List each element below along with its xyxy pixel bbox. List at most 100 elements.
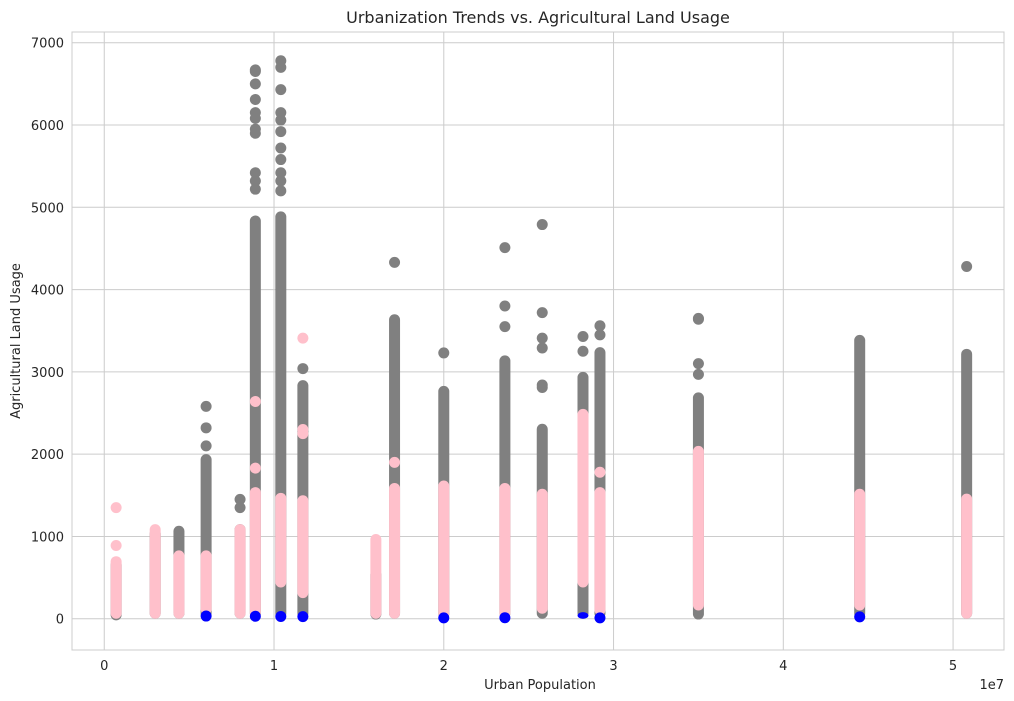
data-point	[249, 123, 261, 135]
data-point	[577, 330, 589, 342]
series-pink	[110, 332, 973, 619]
data-point	[249, 183, 261, 195]
data-point	[594, 320, 606, 332]
data-point	[249, 167, 261, 179]
y-tick-labels: 0 1000 2000 3000 4000 5000 6000 7000	[31, 37, 64, 628]
point-column	[854, 488, 866, 611]
data-point	[536, 342, 548, 354]
x-tick-label: 1	[270, 659, 278, 674]
data-point	[249, 107, 261, 119]
data-point	[275, 185, 287, 197]
data-point	[438, 612, 450, 624]
data-point	[297, 611, 309, 623]
x-tick-labels: 0 1 2 3 4 5	[100, 659, 957, 674]
point-column	[594, 487, 606, 616]
data-point	[275, 107, 287, 119]
data-point	[249, 64, 261, 76]
data-point	[536, 307, 548, 319]
data-point	[249, 93, 261, 105]
y-tick-label: 1000	[31, 530, 64, 545]
data-point	[594, 329, 606, 341]
x-offset-text: 1e7	[979, 678, 1004, 693]
data-point	[275, 154, 287, 166]
x-tick-label: 3	[609, 659, 617, 674]
data-point	[234, 493, 246, 505]
data-point	[692, 312, 704, 324]
x-tick-label: 0	[100, 659, 108, 674]
series-blue	[200, 610, 866, 624]
x-tick-label: 2	[440, 659, 448, 674]
data-point	[594, 466, 606, 478]
data-point	[275, 126, 287, 138]
x-axis-label: Urban Population	[484, 678, 596, 693]
chart-title: Urbanization Trends vs. Agricultural Lan…	[346, 8, 730, 27]
data-point	[275, 84, 287, 96]
point-column	[149, 524, 161, 619]
data-point	[854, 611, 866, 623]
data-point	[536, 219, 548, 231]
data-point	[389, 256, 401, 268]
point-column	[389, 482, 401, 619]
x-tick-label: 5	[949, 659, 957, 674]
data-point	[200, 440, 212, 452]
data-point	[249, 610, 261, 622]
point-column	[275, 492, 287, 588]
point-column	[200, 550, 212, 615]
point-column	[692, 445, 704, 611]
data-point	[249, 395, 261, 407]
data-point	[499, 300, 511, 312]
point-column	[297, 495, 309, 599]
data-point	[297, 423, 309, 435]
data-point	[275, 55, 287, 67]
data-point	[961, 261, 973, 273]
data-point	[499, 321, 511, 333]
data-point	[692, 358, 704, 370]
point-column	[110, 556, 122, 619]
y-tick-label: 5000	[31, 201, 64, 216]
y-tick-label: 4000	[31, 284, 64, 299]
data-points	[110, 55, 973, 624]
data-point	[200, 422, 212, 434]
point-column	[438, 480, 450, 619]
data-point	[275, 610, 287, 622]
point-column	[577, 612, 589, 619]
data-point	[249, 175, 261, 187]
point-column	[234, 524, 246, 619]
y-tick-label: 0	[56, 613, 64, 628]
y-tick-label: 2000	[31, 448, 64, 463]
data-point	[577, 345, 589, 357]
y-tick-label: 6000	[31, 119, 64, 134]
data-point	[249, 462, 261, 474]
data-point	[275, 175, 287, 187]
y-tick-label: 7000	[31, 37, 64, 52]
data-point	[297, 332, 309, 344]
data-point	[200, 400, 212, 412]
data-point	[594, 612, 606, 624]
point-column	[370, 533, 382, 619]
data-point	[275, 167, 287, 179]
point-column	[577, 408, 589, 588]
data-point	[234, 502, 246, 514]
data-point	[536, 332, 548, 344]
point-column	[499, 482, 511, 619]
data-point	[536, 379, 548, 391]
data-point	[110, 539, 122, 551]
data-point	[499, 612, 511, 624]
data-point	[297, 363, 309, 375]
data-point	[200, 610, 212, 622]
data-point	[692, 368, 704, 380]
point-column	[536, 488, 548, 614]
data-point	[438, 347, 450, 359]
data-point	[249, 78, 261, 90]
data-point	[389, 456, 401, 468]
data-point	[499, 242, 511, 254]
data-point	[275, 142, 287, 154]
y-axis-label: Agricultural Land Usage	[9, 263, 24, 419]
data-point	[110, 502, 122, 514]
x-tick-label: 4	[779, 659, 787, 674]
point-column	[249, 487, 261, 619]
point-column	[173, 550, 185, 619]
point-column	[961, 493, 973, 619]
y-tick-label: 3000	[31, 366, 64, 381]
